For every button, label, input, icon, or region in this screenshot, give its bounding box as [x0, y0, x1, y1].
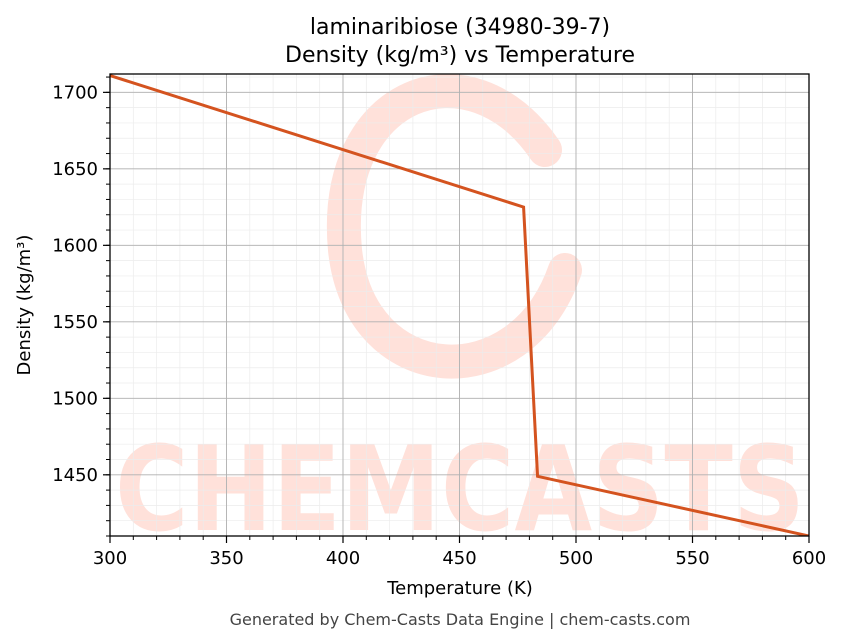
x-tick-label: 500 [559, 548, 593, 569]
x-tick-label: 550 [675, 548, 709, 569]
y-tick-label: 1500 [52, 388, 98, 409]
watermark-text: CHEMCASTS [115, 420, 805, 558]
x-tick-label: 400 [326, 548, 360, 569]
footer-credit: Generated by Chem-Casts Data Engine | ch… [230, 610, 691, 629]
x-tick-labels: 300 350 400 450 500 550 600 [93, 548, 826, 569]
y-tick-label: 1650 [52, 159, 98, 180]
x-tick-label: 300 [93, 548, 127, 569]
x-tick-label: 350 [209, 548, 243, 569]
y-tick-label: 1700 [52, 82, 98, 103]
x-axis-label: Temperature (K) [386, 578, 533, 599]
axis-ticks [103, 76, 810, 543]
watermark: CHEMCASTS [115, 74, 805, 558]
y-tick-label: 1550 [52, 312, 98, 333]
y-axis-label: Density (kg/m³) [14, 235, 35, 376]
chart-title: laminaribiose (34980-39-7) [310, 15, 610, 40]
chart-subtitle: Density (kg/m³) vs Temperature [285, 43, 635, 68]
x-tick-label: 450 [442, 548, 476, 569]
density-series-line [110, 74, 809, 536]
watermark-logo-icon [326, 74, 582, 379]
y-tick-label: 1450 [52, 465, 98, 486]
y-tick-label: 1600 [52, 235, 98, 256]
x-tick-label: 600 [792, 548, 826, 569]
y-tick-labels: 1450 1500 1550 1600 1650 1700 [52, 82, 98, 485]
